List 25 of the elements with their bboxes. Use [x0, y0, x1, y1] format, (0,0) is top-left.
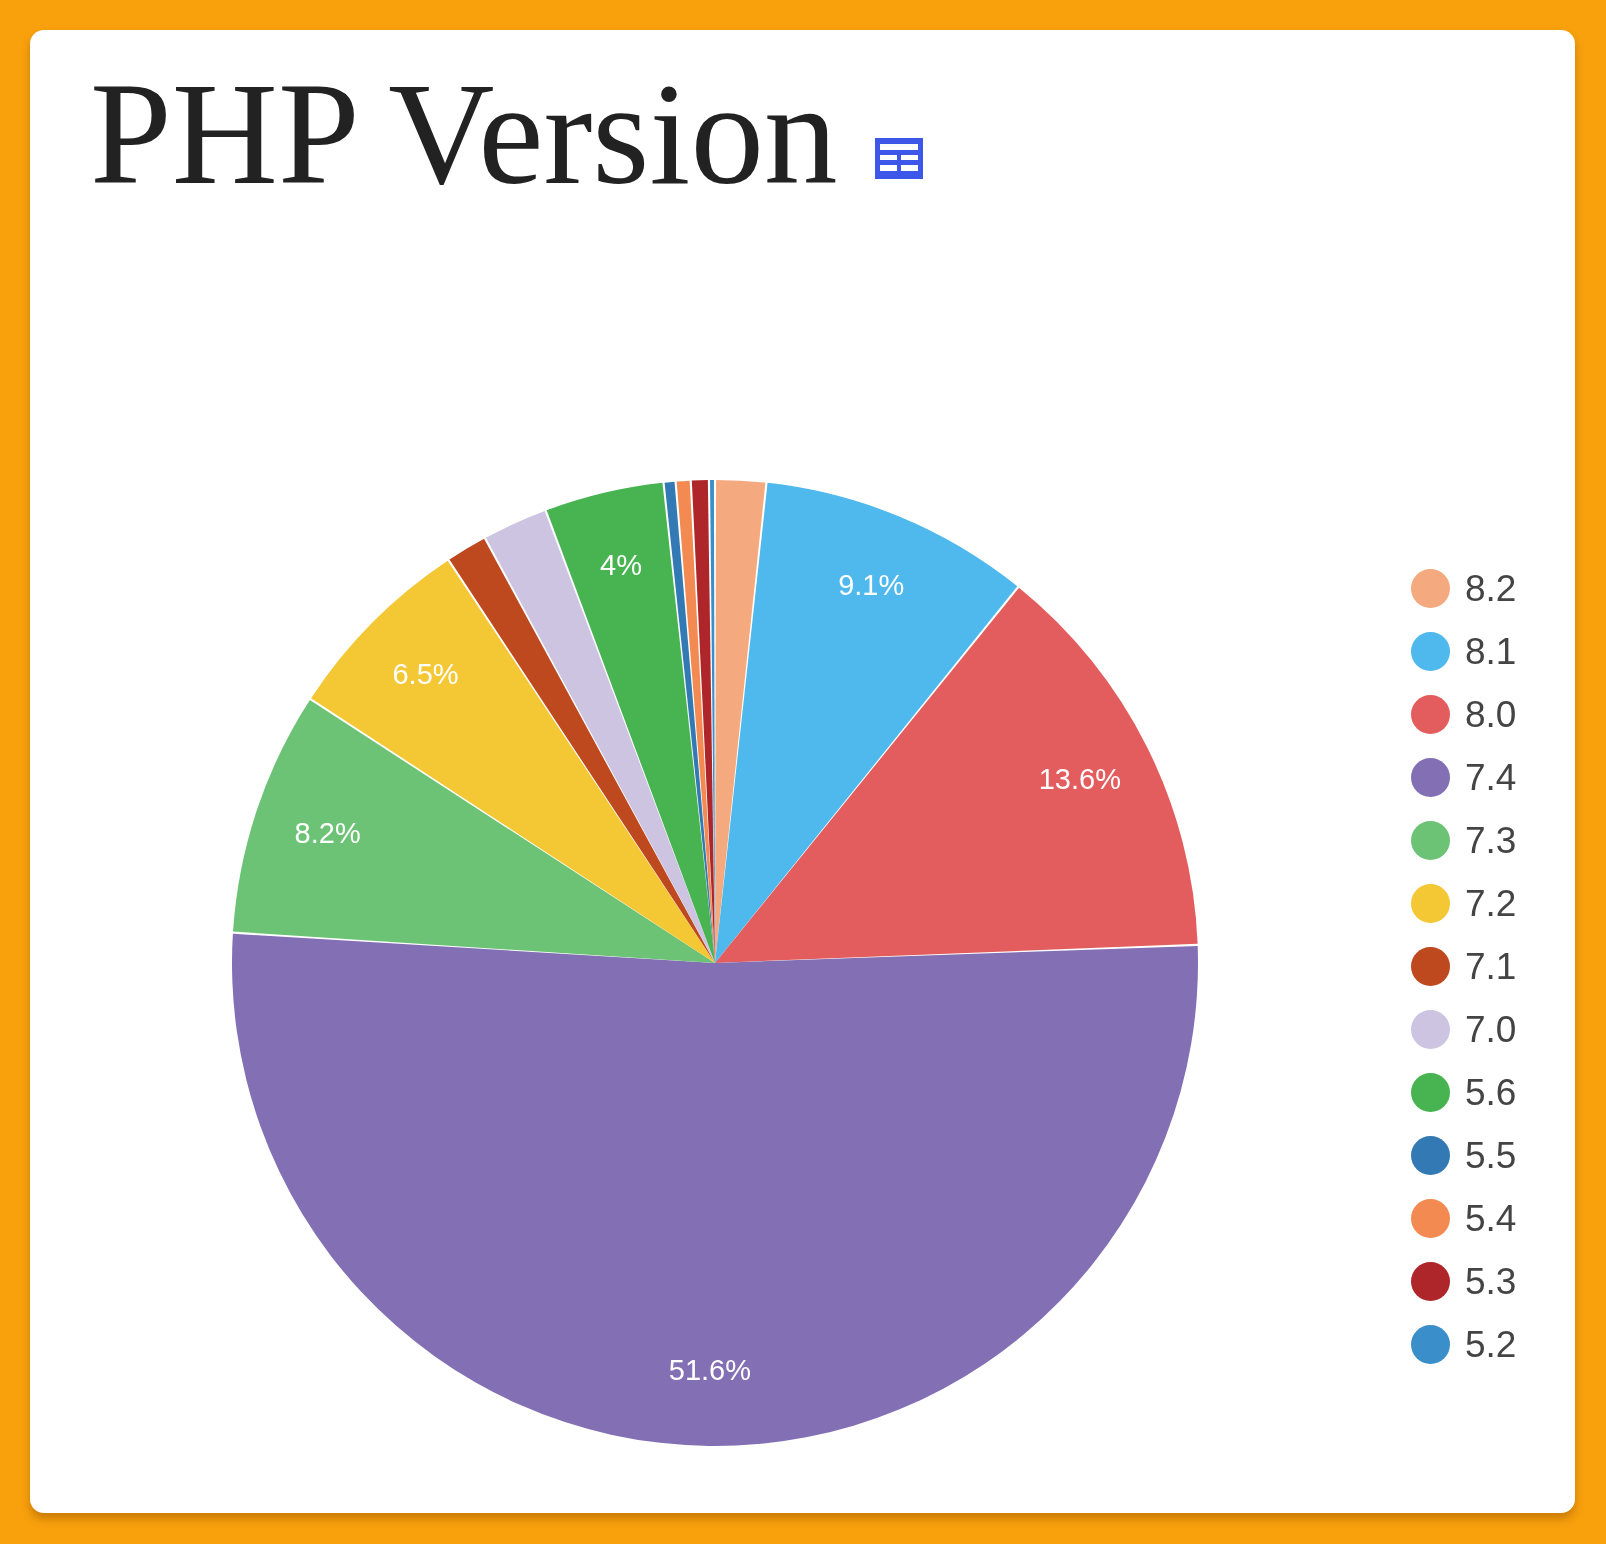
legend-label: 8.1 — [1465, 631, 1517, 672]
data-label: 8.2% — [294, 817, 361, 850]
legend-label: 5.5 — [1465, 1135, 1517, 1176]
pie-slice — [485, 511, 715, 963]
legend-label: 7.0 — [1465, 1009, 1517, 1050]
legend-label: 8.2 — [1465, 568, 1517, 609]
legend-label: 5.4 — [1465, 1198, 1517, 1239]
legend-label: 7.4 — [1465, 757, 1517, 798]
pie-slice — [546, 482, 715, 963]
data-label: 13.6% — [1038, 763, 1121, 795]
pie-slice — [232, 933, 1198, 1446]
data-label: 4% — [600, 548, 642, 581]
legend-label: 7.1 — [1465, 946, 1517, 987]
chart-title: PHP Version — [90, 52, 838, 215]
legend-label: 5.6 — [1465, 1072, 1517, 1113]
legend-label: 7.3 — [1465, 820, 1517, 861]
data-label: 6.5% — [392, 658, 459, 691]
data-label: 51.6% — [668, 1354, 751, 1387]
legend-label: 7.2 — [1465, 883, 1517, 924]
legend-label: 5.2 — [1465, 1324, 1517, 1365]
legend-label: 5.3 — [1465, 1261, 1517, 1302]
data-label: 9.1% — [838, 568, 905, 601]
pie-slice — [233, 700, 715, 963]
legend-label: 8.0 — [1465, 694, 1517, 735]
pie-slice — [715, 482, 1018, 963]
